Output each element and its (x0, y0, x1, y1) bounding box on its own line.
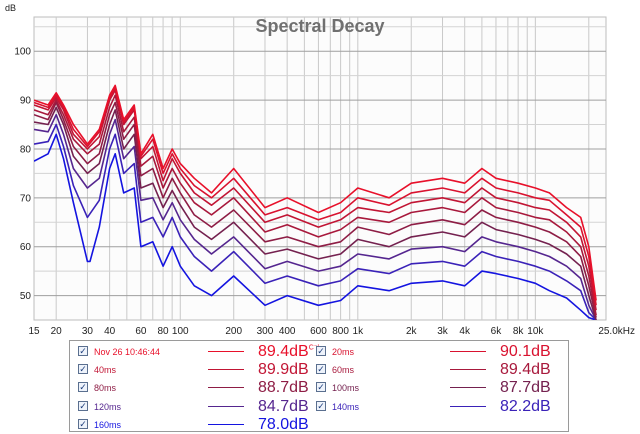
x-tick-label: 2k (406, 326, 418, 337)
x-tick-label: 1k (353, 326, 365, 337)
legend-peak-value: 87.7dB (500, 379, 551, 397)
legend-series-name: 100ms (332, 383, 360, 394)
series-line (34, 89, 597, 311)
series-line (34, 84, 597, 301)
legend-swatch (208, 369, 244, 371)
series-line (34, 133, 597, 320)
x-tick-label: 10k (527, 326, 544, 337)
x-tick-label: 6k (491, 326, 503, 337)
legend-peak-value: 78.0dB (258, 415, 309, 433)
legend-peak-value: 89.4dBC⁻¹ (258, 343, 320, 360)
legend-series-name: 80ms (94, 383, 117, 394)
x-tick-label: 20 (51, 326, 63, 337)
x-tick-label: 80 (158, 326, 170, 337)
legend-checkbox[interactable]: ✓ (316, 364, 326, 375)
legend-checkbox[interactable]: ✓ (78, 364, 88, 375)
x-tick-label: 25.0kHz (598, 326, 635, 337)
legend-peak-value: 89.9dB (258, 361, 309, 379)
legend-checkbox[interactable]: ✓ (78, 382, 88, 393)
series-line (34, 106, 597, 320)
series-line (34, 101, 597, 318)
x-tick-label: 100 (172, 326, 189, 337)
x-tick-label: 3k (437, 326, 449, 337)
legend-peak-value: 84.7dB (258, 397, 309, 415)
legend-swatch (208, 405, 244, 407)
x-tick-label: 15 (28, 326, 40, 337)
x-tick-label: 4k (459, 326, 471, 337)
y-tick-label: 50 (20, 291, 32, 302)
x-tick-label: 30 (82, 326, 94, 337)
legend-peak-value: 89.4dB (500, 361, 551, 379)
legend-peak-suffix: C⁻¹ (308, 344, 320, 352)
x-tick-label: 300 (257, 326, 274, 337)
x-tick-label: 40 (104, 326, 116, 337)
legend-peak-value: 82.2dB (500, 397, 551, 415)
legend-checkbox[interactable]: ✓ (78, 346, 88, 356)
legend-peak-value: 90.1dB (500, 343, 551, 360)
legend-checkbox[interactable]: ✓ (316, 400, 326, 411)
legend-peak-value: 88.7dB (258, 379, 309, 397)
y-tick-label: 90 (20, 96, 32, 107)
legend-swatch (450, 387, 486, 389)
chart-legend: ✓ Nov 26 10:46:44 89.4dBC⁻¹ ✓ 20ms 90.1dB ✓ 40m… (69, 340, 569, 433)
legend-swatch (208, 351, 244, 352)
legend-series-name: 20ms (332, 347, 355, 357)
y-tick-label: 100 (14, 47, 31, 58)
x-tick-label: 600 (310, 326, 327, 337)
x-tick-label: 200 (225, 326, 242, 337)
legend-series-name: 140ms (332, 401, 360, 412)
legend-series-name: 160ms (94, 419, 122, 430)
x-tick-label: 400 (279, 326, 296, 337)
legend-checkbox[interactable]: ✓ (316, 346, 326, 356)
series-line (34, 87, 597, 306)
legend-series-name: 60ms (332, 365, 355, 376)
x-tick-label: 60 (135, 326, 147, 337)
legend-swatch (450, 405, 486, 407)
legend-checkbox[interactable]: ✓ (78, 418, 88, 429)
y-tick-label: 70 (20, 193, 32, 204)
legend-swatch (450, 369, 486, 371)
legend-swatch (208, 423, 244, 425)
y-tick-label: 80 (20, 144, 32, 155)
series-line (34, 123, 597, 320)
series-line (34, 94, 597, 316)
legend-series-name: Nov 26 10:46:44 (94, 347, 161, 357)
plot-area-background (33, 16, 607, 321)
y-unit-label: dB (5, 3, 16, 13)
legend-checkbox[interactable]: ✓ (78, 400, 88, 411)
x-tick-label: 8k (513, 326, 525, 337)
x-tick-label: 800 (332, 326, 349, 337)
legend-series-name: 40ms (94, 365, 117, 376)
legend-swatch (450, 351, 486, 352)
series-line (34, 113, 597, 320)
chart-title: Spectral Decay (255, 16, 384, 36)
legend-series-name: 120ms (94, 401, 122, 412)
legend-checkbox[interactable]: ✓ (316, 382, 326, 393)
legend-swatch (208, 387, 244, 389)
y-tick-label: 60 (20, 242, 32, 253)
